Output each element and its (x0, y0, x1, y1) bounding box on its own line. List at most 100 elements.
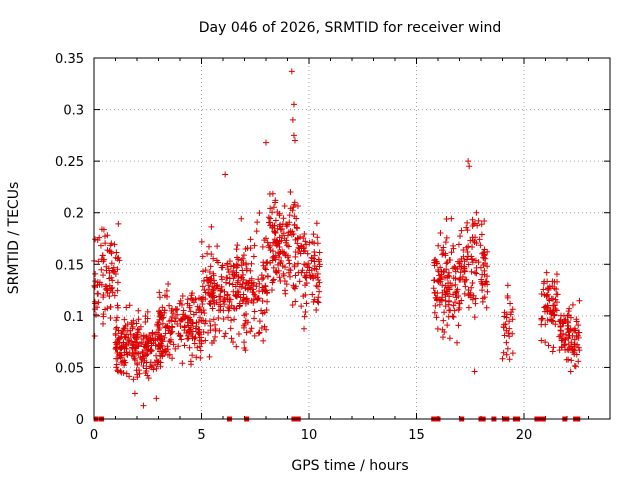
data-point (469, 259, 476, 266)
data-point (213, 257, 220, 264)
data-point (177, 322, 184, 329)
data-point (233, 343, 240, 350)
data-point (267, 215, 274, 222)
data-point (188, 292, 195, 299)
data-point (445, 297, 452, 304)
data-point (189, 352, 196, 359)
data-point (301, 313, 308, 320)
data-point (143, 365, 150, 372)
data-point (209, 283, 216, 290)
data-point (206, 318, 213, 325)
data-point (224, 314, 231, 321)
data-point (467, 289, 474, 296)
data-point (316, 249, 323, 256)
data-point (573, 316, 580, 323)
data-point (210, 297, 217, 304)
data-point (224, 291, 231, 298)
data-point (174, 311, 181, 318)
data-point (280, 270, 287, 277)
data-point (300, 235, 307, 242)
data-point (314, 234, 321, 241)
data-point (113, 364, 120, 371)
data-point (187, 308, 194, 315)
data-point (210, 270, 217, 277)
data-point (430, 285, 437, 292)
data-point (509, 350, 516, 357)
data-point (276, 223, 283, 230)
data-point (193, 323, 200, 330)
data-point (181, 342, 188, 349)
data-point (99, 252, 106, 259)
data-point (129, 344, 136, 351)
data-point (431, 309, 438, 316)
data-point (297, 250, 304, 257)
data-point (256, 288, 263, 295)
data-point (574, 332, 581, 339)
y-tick-label: 0.15 (55, 258, 84, 273)
data-point (506, 333, 513, 340)
data-point (115, 327, 122, 334)
data-point (469, 279, 476, 286)
data-point (503, 314, 510, 321)
data-point (545, 342, 552, 349)
data-point (569, 349, 576, 356)
data-point (298, 303, 305, 310)
data-point (92, 300, 99, 307)
data-point (207, 290, 214, 297)
axis-ticks: 0 5 10 15 20 0 0.05 0.1 0.15 0.2 0.25 0.3 0.35 (55, 52, 610, 443)
data-point (168, 329, 175, 336)
data-point (448, 215, 455, 222)
data-point (316, 261, 323, 268)
data-point (481, 217, 488, 224)
data-point (176, 333, 183, 340)
data-point (166, 318, 173, 325)
data-point (281, 202, 288, 209)
data-point (253, 283, 260, 290)
data-point (233, 293, 240, 300)
data-point (227, 325, 234, 332)
data-point (114, 279, 121, 286)
data-point (135, 316, 142, 323)
data-point (204, 277, 211, 284)
data-point (123, 304, 130, 311)
data-point (483, 304, 490, 311)
data-point (468, 284, 475, 291)
data-point (315, 258, 322, 265)
data-point (235, 289, 242, 296)
data-point (198, 296, 205, 303)
data-point (248, 260, 255, 267)
data-point (157, 359, 164, 366)
data-point (262, 288, 269, 295)
data-point (101, 233, 108, 240)
data-point (271, 229, 278, 236)
data-point (166, 338, 173, 345)
data-point (260, 274, 267, 281)
data-point (191, 335, 198, 342)
data-point (254, 219, 261, 226)
data-point (550, 344, 557, 351)
data-point (570, 327, 577, 334)
data-point (460, 246, 467, 253)
data-point (200, 278, 207, 285)
data-point (161, 292, 168, 299)
outlier-point (153, 395, 160, 402)
data-point (162, 324, 169, 331)
data-point (233, 269, 240, 276)
data-point (477, 242, 484, 249)
data-point (557, 317, 564, 324)
data-point (295, 260, 302, 267)
data-point (256, 280, 263, 287)
data-point (464, 219, 471, 226)
data-point (190, 299, 197, 306)
data-point (286, 212, 293, 219)
data-point (313, 266, 320, 273)
data-point (461, 290, 468, 297)
data-point (448, 282, 455, 289)
data-point (449, 313, 456, 320)
data-point (192, 296, 199, 303)
data-point (469, 255, 476, 262)
data-point (313, 220, 320, 227)
data-point (126, 302, 133, 309)
data-point (155, 341, 162, 348)
data-point (178, 336, 185, 343)
